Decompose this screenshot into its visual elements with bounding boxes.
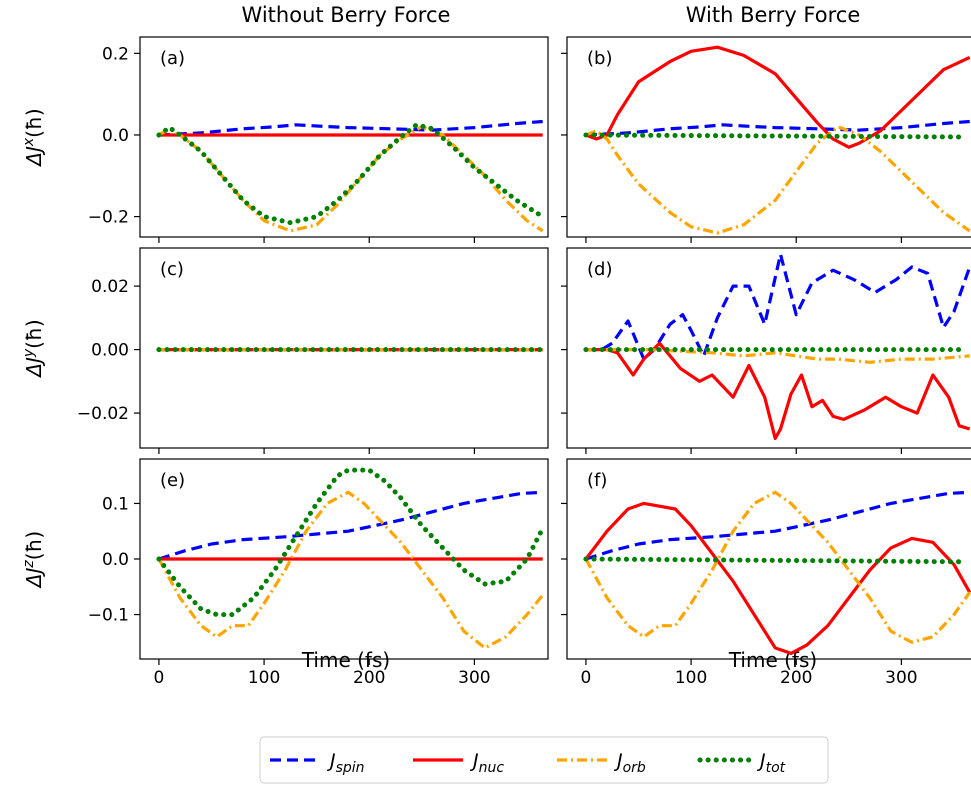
series-line-orb: [585, 125, 971, 235]
series-line-spin: [585, 490, 970, 561]
series-line-tot: [583, 556, 967, 565]
y-tick-label: 0.02: [91, 277, 129, 297]
series-line-spin: [158, 119, 543, 137]
series-line-orb: [585, 348, 970, 364]
legend-label-orb: Jorb: [613, 750, 646, 776]
panel-label: (c): [160, 259, 184, 280]
panel-label: (b): [587, 48, 612, 69]
series-line-nuc: [585, 341, 971, 441]
x-tick-label: 200: [780, 668, 812, 688]
series-line-spin: [158, 490, 543, 561]
y-tick-label: 0.00: [91, 341, 129, 361]
series-line-spin: [585, 252, 971, 361]
series-line-nuc: [585, 45, 971, 149]
series-group: [156, 119, 546, 233]
column-title-right: With Berry Force: [686, 3, 861, 27]
series-line-nuc: [584, 501, 971, 656]
y-tick-label: 0.1: [102, 494, 129, 514]
x-tick-label: 0: [581, 668, 592, 688]
y-axis-label: ΔJx(ħ): [21, 108, 46, 167]
axes-frame: [139, 247, 549, 449]
panel-f: 0 100 200 300 (f): [561, 458, 971, 688]
panel-label: (a): [160, 48, 185, 69]
series-line-tot: [583, 132, 967, 140]
series-line-orb: [584, 490, 971, 644]
series-group: [583, 45, 971, 235]
x-tick-label: 100: [675, 668, 707, 688]
panel-d: (d): [561, 247, 971, 454]
series-line-orb: [157, 490, 544, 650]
series-line-tot: [156, 122, 546, 226]
series-group: [583, 252, 971, 441]
axes-frame: [566, 247, 971, 449]
series-group: [583, 490, 971, 656]
series-group: [156, 467, 546, 650]
x-tick-label: 100: [248, 668, 280, 688]
axes-frame: [139, 36, 549, 238]
x-axis-title-right: Time (fs): [728, 648, 817, 672]
x-tick-label: 200: [353, 668, 385, 688]
x-axis-title-left: Time (fs): [301, 648, 390, 672]
x-tick-label: 300: [885, 668, 917, 688]
column-title-left: Without Berry Force: [242, 3, 451, 27]
legend-frame: [259, 736, 829, 784]
panel-a: −0.2 0.0 0.2 (a) ΔJx(ħ): [21, 36, 549, 243]
axes-frame: [566, 36, 971, 238]
y-tick-label: 0.0: [102, 550, 129, 570]
series-line-spin: [585, 119, 970, 137]
y-tick-label: 0.2: [102, 44, 129, 64]
panel-e: 0 100 200 300 −0.1 0.0 0.1 (e) ΔJz(ħ): [21, 458, 549, 688]
panel-label: (e): [160, 470, 185, 491]
series-line-tot: [156, 467, 546, 618]
legend-label-spin: Jspin: [326, 750, 365, 776]
y-tick-label: −0.1: [88, 606, 129, 626]
panel-label: (f): [587, 470, 607, 491]
y-tick-label: 0.0: [102, 126, 129, 146]
panel-b: (b): [561, 36, 971, 243]
series-line-orb: [158, 125, 544, 233]
y-tick-label: −0.02: [77, 404, 129, 424]
legend-label-tot: Jtot: [756, 750, 786, 776]
x-tick-label: 0: [154, 668, 165, 688]
y-axis-label: ΔJz(ħ): [21, 531, 46, 589]
y-tick-label: −0.2: [88, 208, 129, 228]
x-tick-label: 300: [458, 668, 490, 688]
legend: Jspin Jnuc Jorb Jtot: [259, 736, 829, 784]
y-axis-label: ΔJy(ħ): [21, 319, 46, 378]
panel-label: (d): [587, 259, 612, 280]
legend-label-nuc: Jnuc: [469, 750, 504, 776]
panel-c: −0.02 0.00 0.02 (c) ΔJy(ħ): [21, 247, 549, 454]
